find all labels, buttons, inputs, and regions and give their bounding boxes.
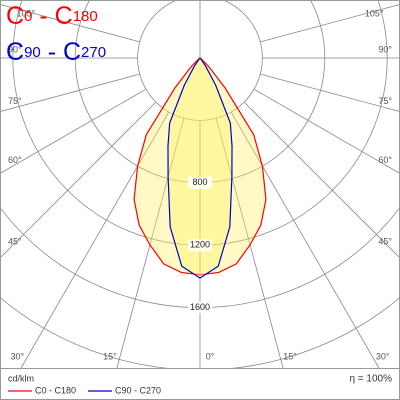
angle-label: 105°	[16, 8, 35, 18]
angle-line	[1, 73, 140, 112]
angle-line	[20, 111, 170, 368]
angle-line	[116, 118, 185, 368]
angle-label: 60°	[8, 155, 22, 165]
angle-label: 60°	[378, 155, 392, 165]
angle-label: 75°	[8, 96, 22, 106]
angle-label: 15°	[103, 351, 117, 361]
angle-line	[260, 4, 399, 43]
efficiency-label: η = 100%	[349, 374, 392, 385]
angle-label: 45°	[378, 236, 392, 246]
r-tick-label: 800	[192, 177, 207, 187]
angle-label: 0°	[206, 351, 215, 361]
angle-label: 30°	[11, 351, 25, 361]
r-tick-label: 1200	[190, 240, 210, 250]
angle-line	[1, 88, 147, 174]
intensity-curve	[167, 57, 201, 279]
angle-label: 45°	[8, 236, 22, 246]
angle-label: 105°	[365, 8, 384, 18]
tick-label-bg	[188, 239, 212, 252]
unit-label: cd/klm	[8, 373, 34, 383]
angle-label: 90°	[378, 44, 392, 54]
angle-label: 30°	[376, 351, 390, 361]
legend-title: C0 - C180	[6, 2, 98, 30]
angle-line	[243, 101, 399, 258]
tick-label-bg	[188, 301, 212, 314]
legend-label: C0 - C180	[35, 385, 76, 395]
angle-line	[260, 73, 399, 112]
intensity-curve	[133, 57, 201, 276]
legend-title: C90 - C270	[6, 38, 106, 66]
angle-label: 15°	[283, 351, 297, 361]
intensity-fill	[134, 58, 200, 275]
angle-line	[253, 88, 399, 174]
angle-line	[230, 111, 380, 368]
angle-line	[1, 101, 157, 258]
angle-label: 75°	[378, 96, 392, 106]
intensity-fill	[200, 58, 233, 278]
tick-label-bg	[188, 176, 212, 189]
angle-label: 90°	[8, 44, 22, 54]
intensity-fill	[200, 58, 266, 275]
legend-label: C90 - C270	[115, 385, 161, 395]
intensity-curve	[199, 57, 267, 276]
r-tick-label: 1600	[190, 302, 210, 312]
intensity-fill	[167, 58, 200, 278]
angle-line	[215, 118, 284, 368]
angle-line	[1, 4, 140, 43]
intensity-curve	[199, 57, 233, 279]
